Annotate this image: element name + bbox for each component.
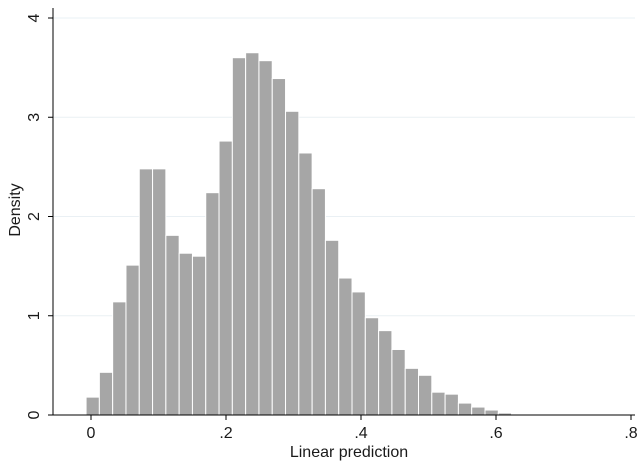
histogram-bar — [351, 291, 366, 416]
histogram-bar — [165, 234, 180, 416]
histogram-bar — [324, 239, 340, 416]
histogram-bar — [191, 255, 207, 416]
histogram-bars — [72, 52, 526, 416]
x-axis-ticks: 0 .2 .4 .6 .8 — [87, 415, 637, 442]
histogram-bar — [85, 396, 100, 416]
histogram-bar — [311, 188, 326, 416]
y-axis-ticks: 0 1 2 3 4 — [26, 13, 53, 419]
x-tick-label: .8 — [624, 425, 637, 442]
histogram-bar — [391, 348, 406, 416]
x-tick-label: 0 — [87, 425, 96, 442]
histogram-bar — [98, 371, 114, 416]
histogram-bar — [285, 110, 300, 416]
histogram-bar — [444, 393, 459, 416]
histogram-bar — [152, 168, 167, 416]
histogram-bar — [245, 52, 260, 416]
histogram-bar — [112, 301, 127, 416]
histogram-bar — [231, 57, 247, 416]
x-tick-label: .6 — [489, 425, 502, 442]
histogram-bar — [218, 140, 233, 416]
histogram-bar — [404, 367, 420, 416]
y-tick-label: 3 — [26, 113, 43, 122]
histogram-bar — [471, 406, 486, 416]
histogram-bar — [125, 264, 140, 416]
y-axis-title: Density — [7, 183, 24, 236]
y-tick-label: 1 — [26, 311, 43, 320]
histogram-bar — [484, 409, 499, 416]
histogram-bar — [457, 402, 473, 416]
y-tick-label: 2 — [26, 212, 43, 221]
histogram-bar — [378, 330, 393, 416]
y-tick-label: 0 — [26, 410, 43, 419]
x-tick-label: .2 — [219, 425, 232, 442]
y-tick-label: 4 — [26, 13, 43, 22]
histogram-bar — [138, 168, 154, 416]
histogram-bar — [271, 78, 287, 416]
histogram-bar — [338, 277, 353, 416]
histogram-bar — [364, 317, 380, 416]
histogram-bar — [418, 374, 433, 416]
histogram-bar — [205, 192, 220, 416]
histogram-bar — [298, 152, 313, 416]
histogram-bar — [431, 391, 446, 416]
x-axis-title: Linear prediction — [290, 444, 408, 461]
histogram-bar — [178, 252, 193, 416]
histogram-bar — [258, 60, 273, 416]
x-tick-label: .4 — [354, 425, 367, 442]
